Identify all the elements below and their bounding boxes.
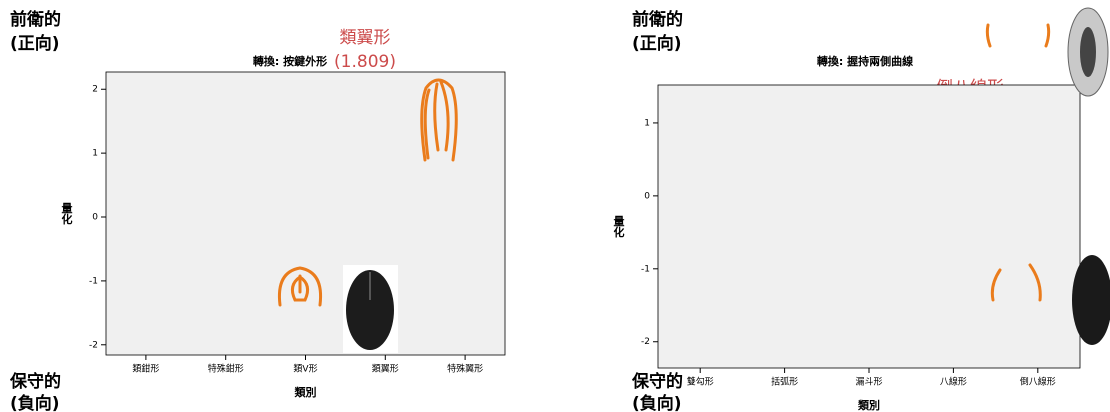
y-tick-label: -1: [641, 264, 650, 274]
x-axis-label: 類別: [294, 385, 317, 399]
sketch-bracket-bottom: [990, 263, 1042, 302]
x-tick-label: 特殊鉗形: [208, 363, 244, 375]
sketch-bracket-top: [985, 23, 1051, 48]
mouse-photo-left: [343, 265, 398, 353]
side-label: 保守的: [631, 371, 683, 392]
x-axis-label: 類別: [857, 398, 880, 412]
mouse-photo-right-bottom: [1072, 255, 1110, 345]
y-tick-label: 0: [644, 191, 650, 201]
y-tick-label: 1: [92, 149, 98, 159]
y-tick-label: -1: [89, 276, 98, 286]
y-tick-label: 1: [644, 118, 650, 128]
y-tick-label: -2: [641, 337, 650, 347]
y-axis-label: 量化: [612, 215, 625, 238]
x-tick-label: 特殊翼形: [447, 363, 483, 375]
side-label: 前衛的: [10, 9, 61, 30]
side-label: 前衛的: [632, 9, 683, 30]
x-tick-label: 括弧形: [771, 376, 798, 388]
y-axis-label: 量化: [60, 202, 73, 225]
chart-title: 轉換: 按鍵外形: [253, 54, 327, 68]
side-label: (負向): [632, 393, 682, 412]
side-label: (正向): [632, 33, 682, 54]
x-tick-label: 倒八線形: [1020, 376, 1056, 388]
x-tick-label: 類V形: [293, 363, 317, 375]
x-tick-label: 雙勾形: [687, 376, 714, 388]
y-tick-label: 2: [92, 85, 98, 95]
y-tick-label: 0: [92, 213, 98, 223]
x-tick-label: 八線形: [940, 376, 967, 388]
sketch-clamp: [277, 266, 323, 307]
plot-area: [105, 71, 506, 356]
sketch-wing: [420, 78, 458, 162]
side-label: (負向): [10, 393, 60, 412]
side-label: 保守的: [9, 371, 61, 392]
x-tick-label: 類翼形: [372, 363, 399, 375]
y-tick-label: -2: [89, 340, 98, 350]
plot-area: [657, 84, 1081, 369]
mouse-photo-right-top: [1067, 7, 1109, 97]
chart-title: 轉換: 握持兩側曲線: [817, 54, 913, 68]
annotation-name: 類翼形: [340, 28, 391, 48]
side-label: (正向): [10, 33, 60, 54]
x-tick-label: 漏斗形: [855, 376, 882, 388]
x-tick-label: 類鉗形: [132, 363, 159, 375]
value-label: (1.809): [334, 52, 396, 72]
